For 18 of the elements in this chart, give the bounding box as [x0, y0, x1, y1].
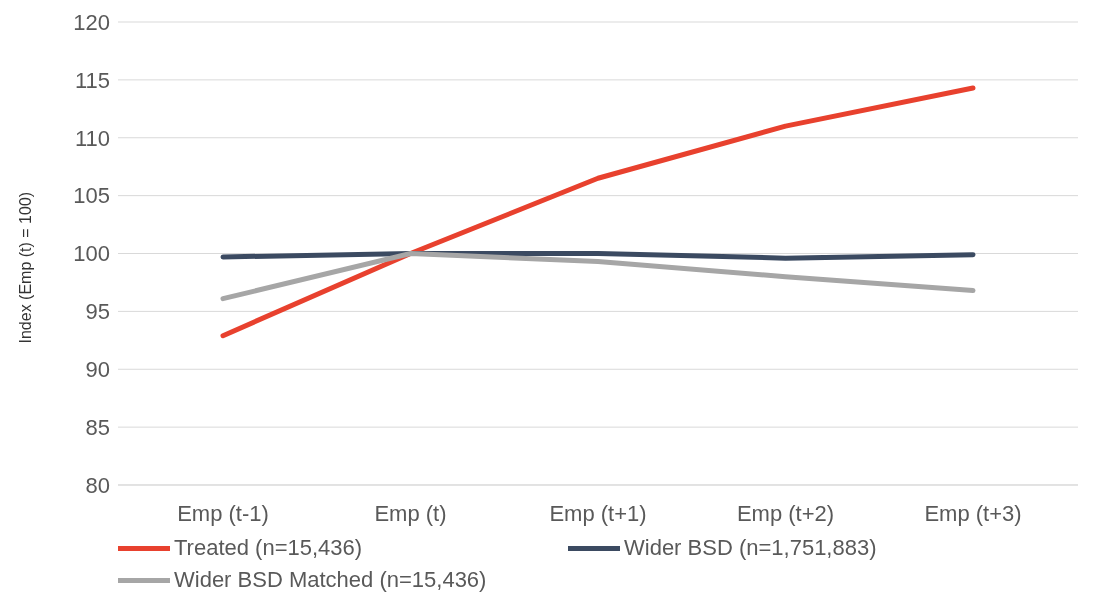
- x-tick-label: Emp (t+1): [549, 500, 647, 526]
- x-tick-label: Emp (t-1): [177, 500, 269, 526]
- y-tick-label: 115: [74, 67, 110, 93]
- legend-label: Treated (n=15,436): [174, 535, 363, 561]
- y-axis-title: Index (Emp (t) = 100): [16, 191, 34, 344]
- y-tick-label: 120: [73, 9, 110, 35]
- x-tick-label: Emp (t+2): [736, 500, 835, 526]
- y-tick-label: 105: [73, 183, 110, 209]
- legend-label: Wider BSD (n=1,751,883): [624, 535, 877, 561]
- y-tick-label: 80: [85, 472, 110, 498]
- x-tick-label: Emp (t): [374, 500, 447, 526]
- y-tick-label: 100: [73, 241, 110, 267]
- legend-label: Wider BSD Matched (n=15,436): [174, 567, 487, 593]
- y-tick-label: 95: [85, 299, 110, 325]
- y-tick-label: 110: [74, 125, 110, 151]
- y-tick-label: 85: [85, 414, 110, 440]
- y-tick-label: 90: [85, 357, 110, 383]
- x-tick-label: Emp (t+3): [924, 500, 1022, 526]
